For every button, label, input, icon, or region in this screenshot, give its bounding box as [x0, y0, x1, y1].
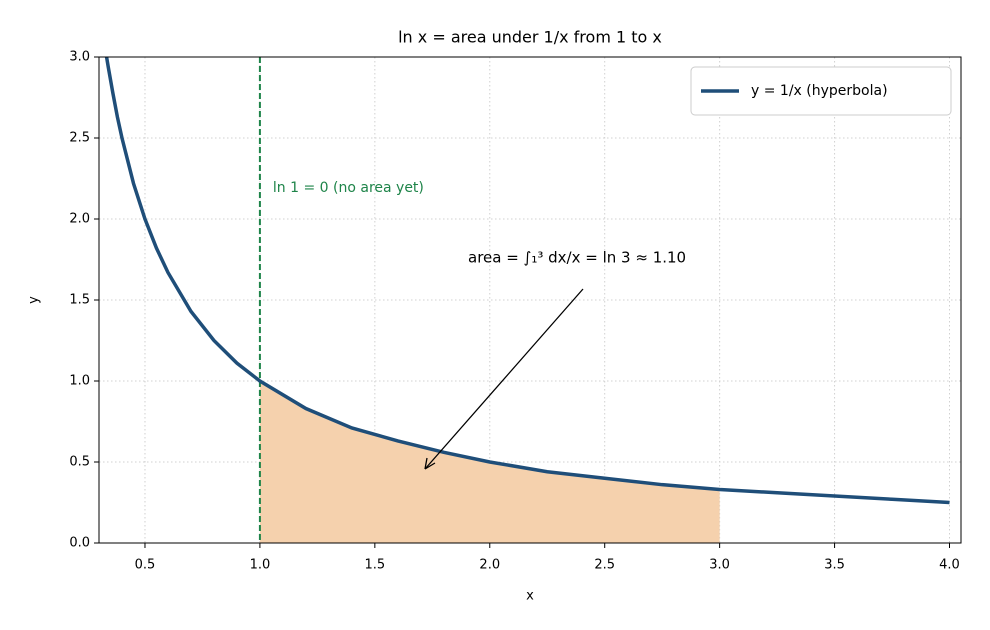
y-tick-label: 2.0	[69, 212, 90, 227]
annotation-arrow	[424, 288, 584, 470]
y-tick-label: 1.5	[69, 293, 90, 308]
line	[104, 57, 950, 505]
legend-label: y = 1/x (hyperbola)	[751, 83, 888, 99]
x-tick-label: 3.5	[824, 558, 845, 573]
plot-frame	[98, 56, 962, 544]
annotation: area = ∫₁³ dx/x = ln 3 ≈ 1.10	[468, 249, 686, 267]
chart-title: ln x = area under 1/x from 1 to x	[398, 28, 662, 47]
y-tick-label: 0.0	[69, 536, 90, 551]
x-tick-label: 0.5	[135, 558, 156, 573]
y-tick-label: 3.0	[69, 50, 90, 65]
x-tick-label: 4.0	[939, 558, 960, 573]
vline-label: ln 1 = 0 (no area yet)	[273, 180, 424, 196]
y-tick-label: 0.5	[69, 455, 90, 470]
x-tick-label: 3.0	[709, 558, 730, 573]
x-tick-label: 2.5	[594, 558, 615, 573]
legend-box	[690, 66, 952, 116]
x-axis-label: x	[526, 589, 534, 604]
y-tick-label: 2.5	[69, 131, 90, 146]
arrow-head	[424, 457, 436, 470]
x-tick-label: 2.0	[479, 558, 500, 573]
x-tick-label: 1.5	[364, 558, 385, 573]
x-tick-label: 1.0	[250, 558, 271, 573]
y-axis-label: y	[27, 296, 42, 304]
y-tick-label: 1.0	[69, 374, 90, 389]
